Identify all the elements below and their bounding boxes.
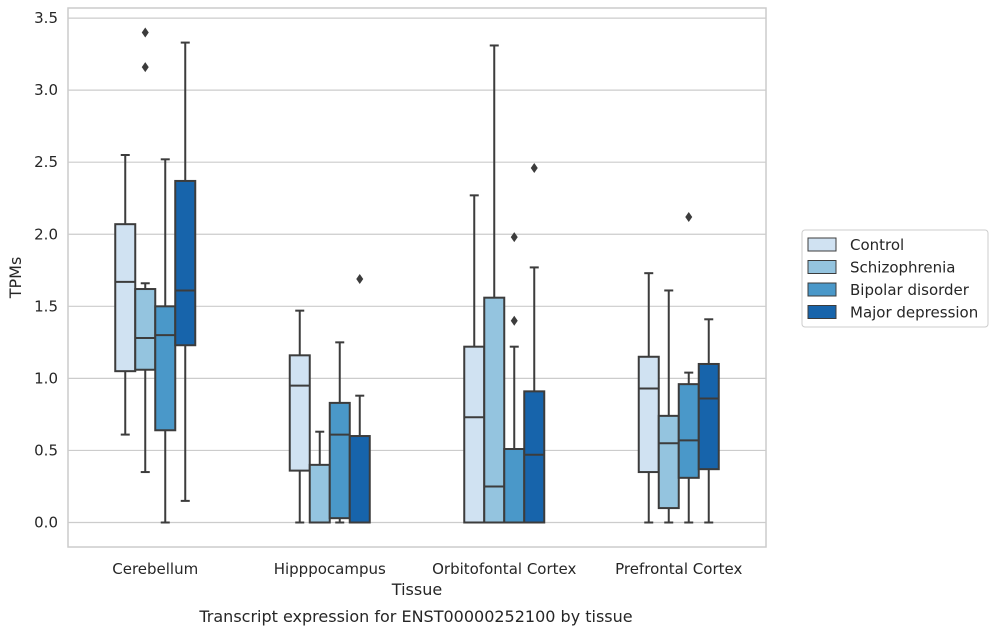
- outlier-point: [510, 315, 518, 326]
- legend-label: Schizophrenia: [850, 259, 955, 277]
- box-body: [637, 355, 660, 474]
- box-body: [114, 223, 137, 373]
- y-tick-label: 0.0: [34, 514, 58, 532]
- legend-label: Control: [850, 236, 904, 254]
- legend-box: [801, 229, 989, 328]
- box: [637, 272, 660, 524]
- x-tick-label: Prefrontal Cortex: [615, 560, 742, 578]
- box: [288, 309, 311, 524]
- box: [154, 158, 177, 524]
- box: [657, 289, 680, 524]
- outlier-point: [141, 27, 149, 38]
- box: [348, 273, 371, 524]
- box: [483, 44, 506, 524]
- x-axis-label: Tissue: [391, 580, 442, 599]
- plot-frame: [67, 7, 767, 548]
- legend-label: Major depression: [850, 304, 978, 322]
- legend-swatch: [807, 237, 837, 252]
- y-tick-label: 1.5: [34, 297, 58, 315]
- outlier-point: [510, 232, 518, 243]
- legend: Control Schizophrenia Bipolar disorder Majo…: [801, 229, 989, 328]
- box-body: [523, 390, 546, 524]
- box: [677, 211, 700, 524]
- legend-label: Bipolar disorder: [850, 281, 970, 299]
- y-tick-label: 1.0: [34, 369, 58, 387]
- box-body: [677, 383, 700, 479]
- box-body: [134, 288, 157, 371]
- box-body: [174, 179, 197, 347]
- box: [463, 194, 486, 524]
- x-tick-label: Hipppocampus: [274, 560, 386, 578]
- box-body: [697, 362, 720, 471]
- legend-swatch: [807, 305, 837, 319]
- box: [328, 341, 351, 524]
- chart-caption: Transcript expression for ENST0000025210…: [198, 607, 632, 626]
- x-tick-label: Cerebellum: [112, 560, 198, 578]
- y-tick-label: 2.0: [34, 225, 58, 243]
- box-body: [328, 401, 351, 520]
- box-body: [154, 305, 177, 432]
- outlier-point: [530, 162, 538, 173]
- x-axis: Cerebellum Hipppocampus Orbitofontal Corte…: [112, 560, 742, 578]
- box-body: [288, 354, 311, 472]
- legend-swatch: [807, 282, 837, 297]
- box: [114, 154, 137, 436]
- box-body: [348, 435, 371, 524]
- box-body: [483, 296, 506, 524]
- y-tick-label: 0.5: [34, 441, 58, 459]
- box-body: [308, 463, 331, 524]
- y-axis: 0.0 0.5 1.0 1.5 2.0 2.5 3.0 3.5: [34, 9, 58, 531]
- box-body: [657, 414, 680, 510]
- box-body: [463, 345, 486, 524]
- box: [503, 232, 526, 524]
- outlier-point: [356, 273, 364, 284]
- x-tick-label: Orbitofontal Cortex: [432, 560, 576, 578]
- plot-area: [114, 27, 720, 524]
- box-body: [503, 448, 526, 524]
- box: [523, 162, 546, 524]
- outlier-point: [141, 62, 149, 73]
- y-tick-label: 2.5: [34, 153, 58, 171]
- outlier-point: [685, 211, 693, 222]
- legend-swatch: [807, 260, 837, 274]
- box: [134, 27, 157, 474]
- y-axis-label: TPMs: [6, 257, 25, 300]
- y-tick-label: 3.5: [34, 9, 58, 27]
- box: [174, 41, 197, 502]
- box: [308, 430, 331, 524]
- y-tick-label: 3.0: [34, 81, 58, 99]
- box: [697, 318, 720, 524]
